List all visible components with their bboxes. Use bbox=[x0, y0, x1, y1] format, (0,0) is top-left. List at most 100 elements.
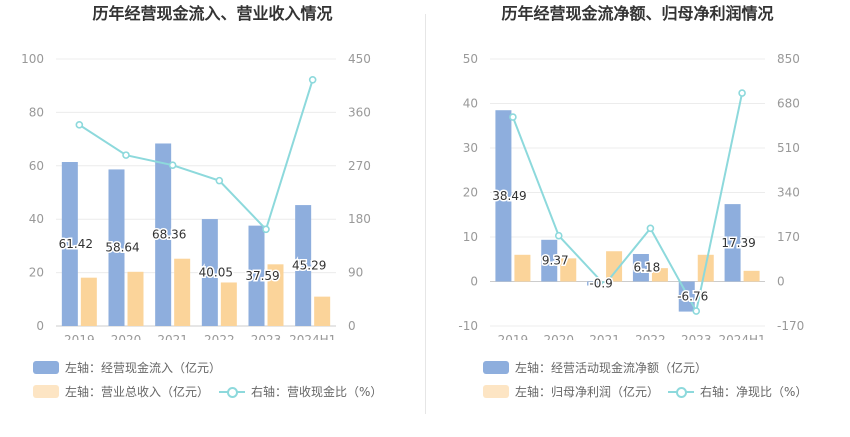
right-chart-line-point bbox=[738, 89, 746, 97]
left-chart-left-tick-label: 0 bbox=[36, 319, 44, 333]
right-legend-item-ratio[interactable]: 右轴：净现比（%） bbox=[668, 384, 808, 399]
right-chart-line-point bbox=[509, 113, 517, 121]
left-chart-bar-series2 bbox=[220, 282, 237, 326]
legend-swatch-bar-blue bbox=[33, 360, 59, 374]
right-chart-bar-series1 bbox=[495, 110, 512, 282]
legend-line-marker-icon bbox=[219, 385, 245, 398]
left-chart-right-tick-label: 0 bbox=[348, 319, 356, 333]
right-chart-line-point bbox=[692, 307, 701, 315]
right-chart-category-label: 2019 bbox=[498, 333, 529, 340]
left-chart-panel: 历年经营现金流入、营业收入情况 100 80 60 40 20 0 450 360 270 180… bbox=[21, 4, 382, 399]
left-chart-right-tick-label: 450 bbox=[348, 52, 371, 66]
right-chart-bar-series1 bbox=[678, 281, 695, 312]
right-chart-bar-series1 bbox=[587, 281, 604, 286]
right-chart-right-tick-label: -170 bbox=[777, 319, 804, 333]
left-chart-right-tick-label: 90 bbox=[348, 266, 363, 280]
right-chart-panel: 历年经营现金流净额、归母净利润情况 50 40 30 20 10 0 -10 850 680 51… bbox=[425, 0, 850, 437]
left-chart-right-tick-label: 360 bbox=[348, 105, 371, 119]
right-chart-line-point bbox=[600, 281, 609, 289]
right-chart-right-tick-label: 340 bbox=[777, 186, 800, 200]
right-chart-left-tick-label: 20 bbox=[463, 186, 478, 200]
left-chart-bar-series1 bbox=[108, 169, 125, 326]
right-chart-data-label: -0.9 bbox=[589, 277, 612, 291]
right-legend-label-ratio: 右轴：净现比（%） bbox=[700, 384, 808, 399]
left-chart-title: 历年经营现金流入、营业收入情况 bbox=[92, 4, 333, 23]
right-chart-category-label: 2023 bbox=[681, 333, 712, 340]
right-chart-data-label: 38.49 bbox=[492, 189, 526, 203]
left-legend-label-revenue: 左轴：营业总收入（亿元） bbox=[65, 384, 210, 399]
legend-line-marker-icon bbox=[668, 385, 694, 398]
left-chart-category-label: 2022 bbox=[204, 333, 235, 340]
legend-swatch-bar-orange bbox=[33, 384, 59, 398]
right-chart-right-tick-label: 0 bbox=[777, 275, 785, 289]
right-chart-left-tick-label: 10 bbox=[463, 230, 478, 244]
left-chart-line-point bbox=[75, 121, 84, 129]
right-chart-bar-series2 bbox=[743, 270, 760, 282]
right-chart-left-tick-label: 0 bbox=[470, 275, 478, 289]
left-chart-left-tick-label: 80 bbox=[29, 105, 44, 119]
right-chart-plot: 50 40 30 20 10 0 -10 850 680 510 340 170 0 -170 2019 20… bbox=[458, 52, 804, 340]
right-chart-bar-series1 bbox=[724, 204, 741, 282]
left-chart-bar-series2 bbox=[174, 258, 191, 326]
left-chart-bar-series1 bbox=[61, 162, 78, 326]
left-chart-line-point bbox=[262, 225, 270, 234]
right-chart-bar-series1 bbox=[632, 253, 649, 282]
right-chart-line-point bbox=[646, 224, 655, 233]
legend-swatch-bar-orange bbox=[483, 384, 509, 398]
left-chart-data-label: 37.59 bbox=[245, 269, 279, 283]
left-chart-category-label: 2020 bbox=[111, 333, 142, 340]
left-chart-bar-series2 bbox=[267, 264, 284, 326]
left-chart-line-point bbox=[168, 161, 177, 170]
left-chart-data-label: 45.29 bbox=[292, 259, 326, 273]
left-chart-left-tick-label: 20 bbox=[29, 266, 44, 280]
left-chart-category-label: 2023 bbox=[251, 333, 282, 340]
left-chart-category-label: 2024H1 bbox=[289, 333, 336, 340]
left-chart-bar-series2 bbox=[80, 277, 97, 326]
right-chart-left-tick-label: -10 bbox=[458, 319, 478, 333]
left-chart-data-label: 40.05 bbox=[199, 266, 233, 280]
left-chart-category-label: 2021 bbox=[157, 333, 188, 340]
right-chart-category-label: 2022 bbox=[635, 333, 666, 340]
left-chart-bar-series1 bbox=[155, 143, 172, 326]
left-chart-data-label: 61.42 bbox=[59, 237, 93, 251]
left-chart-left-tick-label: 40 bbox=[29, 212, 44, 226]
right-chart-left-tick-label: 30 bbox=[463, 141, 478, 155]
left-chart-bar-series2 bbox=[127, 271, 144, 326]
left-legend-item-ratio[interactable]: 右轴：营收现金比（%） bbox=[219, 384, 382, 399]
left-chart-bar-series1 bbox=[248, 225, 265, 326]
right-chart-data-label: 9.37 bbox=[542, 254, 569, 268]
right-chart-bar-series2 bbox=[514, 254, 531, 282]
right-chart-right-tick-label: 510 bbox=[777, 141, 800, 155]
left-legend-label-cash-inflow: 左轴：经营现金流入（亿元） bbox=[65, 360, 222, 375]
right-chart-right-tick-label: 680 bbox=[777, 97, 800, 111]
left-chart-data-label: 58.64 bbox=[105, 241, 139, 255]
left-chart-line-point bbox=[308, 75, 317, 84]
left-chart-right-tick-label: 180 bbox=[348, 212, 371, 226]
right-chart-left-tick-label: 50 bbox=[463, 52, 478, 66]
right-chart-left-tick-label: 40 bbox=[463, 97, 478, 111]
left-legend-item-cash-inflow[interactable]: 左轴：经营现金流入（亿元） bbox=[33, 360, 222, 375]
right-legend-label-net-profit: 左轴：归母净利润（亿元） bbox=[515, 384, 660, 399]
right-chart-title: 历年经营现金流净额、归母净利润情况 bbox=[501, 4, 774, 23]
legend-swatch-bar-blue bbox=[483, 360, 509, 374]
right-legend-item-net-profit[interactable]: 左轴：归母净利润（亿元） bbox=[483, 384, 660, 399]
left-chart-right-tick-label: 270 bbox=[348, 159, 371, 173]
left-legend-item-revenue[interactable]: 左轴：营业总收入（亿元） bbox=[33, 384, 210, 399]
right-chart-bar-series2 bbox=[606, 251, 623, 282]
right-chart-category-label: 2024H1 bbox=[718, 333, 765, 340]
panel-divider bbox=[425, 14, 426, 414]
right-legend-label-net-cash: 左轴：经营活动现金流净额（亿元） bbox=[515, 360, 708, 375]
right-legend-item-net-cash[interactable]: 左轴：经营活动现金流净额（亿元） bbox=[483, 360, 708, 375]
right-chart-right-tick-label: 170 bbox=[777, 230, 800, 244]
left-chart-bar-series1 bbox=[295, 205, 312, 326]
right-chart-line-point bbox=[554, 231, 563, 240]
left-chart-line-point bbox=[122, 151, 130, 159]
right-chart-right-tick-label: 850 bbox=[777, 52, 800, 66]
right-chart-data-label: 17.39 bbox=[721, 236, 755, 250]
right-chart-bar-series1 bbox=[541, 239, 558, 282]
left-chart-bar-series2 bbox=[314, 296, 331, 326]
left-chart-bar-series1 bbox=[201, 219, 218, 326]
right-chart-bar-series2 bbox=[560, 258, 577, 282]
right-chart-data-label: 6.18 bbox=[634, 261, 661, 275]
right-chart-data-label: -6.76 bbox=[677, 290, 708, 304]
